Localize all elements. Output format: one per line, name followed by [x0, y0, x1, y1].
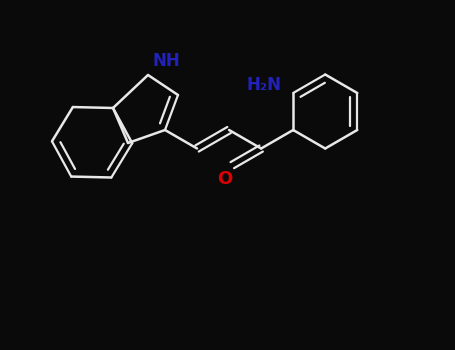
Text: H₂N: H₂N [246, 76, 281, 94]
Text: O: O [217, 170, 232, 188]
Text: NH: NH [153, 52, 181, 70]
